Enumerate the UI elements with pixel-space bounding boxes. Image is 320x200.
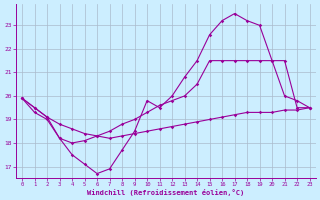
X-axis label: Windchill (Refroidissement éolien,°C): Windchill (Refroidissement éolien,°C) <box>87 189 244 196</box>
